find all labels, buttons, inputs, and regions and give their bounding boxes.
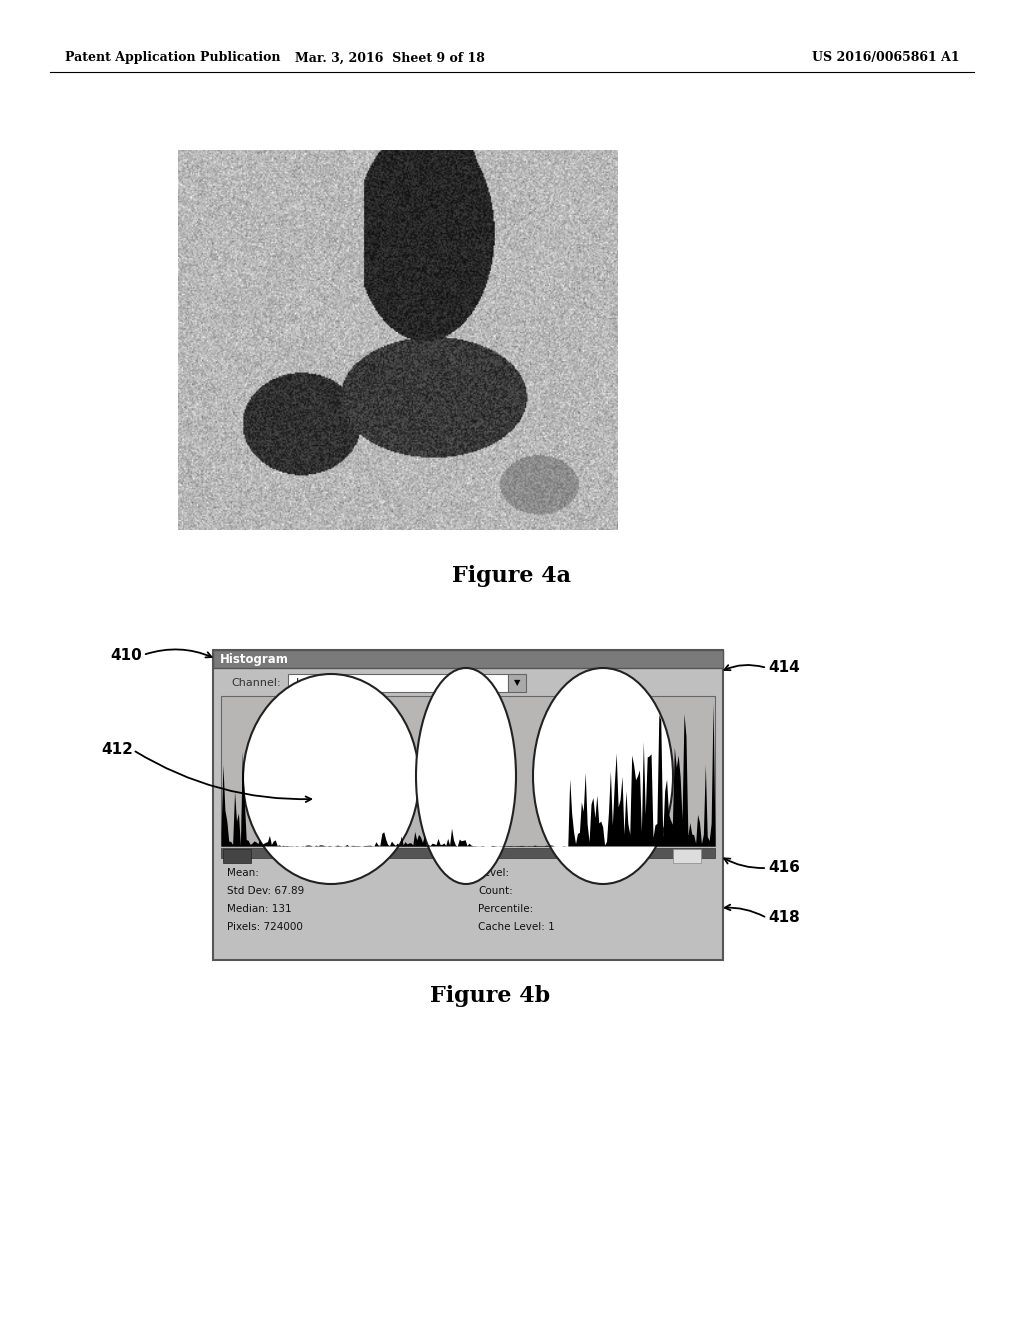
Bar [213, 649, 723, 668]
Bar [288, 675, 508, 692]
Bar [213, 649, 723, 960]
Ellipse shape [416, 668, 516, 884]
Text: 412: 412 [101, 742, 133, 758]
Text: Level:: Level: [478, 869, 509, 878]
Ellipse shape [534, 668, 673, 884]
Text: ▼: ▼ [514, 678, 520, 688]
Text: Median: 131: Median: 131 [227, 904, 292, 913]
Text: Mean:: Mean: [227, 869, 259, 878]
Text: 416: 416 [768, 861, 800, 875]
Text: 410: 410 [111, 648, 142, 663]
Text: US 2016/0065861 A1: US 2016/0065861 A1 [812, 51, 961, 65]
Text: Pixels: 724000: Pixels: 724000 [227, 921, 303, 932]
Text: Patent Application Publication: Patent Application Publication [65, 51, 281, 65]
Bar [508, 675, 526, 692]
Text: 418: 418 [768, 911, 800, 925]
Text: Figure 4a: Figure 4a [453, 565, 571, 587]
Text: Cache Level: 1: Cache Level: 1 [478, 921, 555, 932]
Bar [221, 696, 715, 846]
Text: Histogram: Histogram [220, 652, 289, 665]
Text: Percentile:: Percentile: [478, 904, 534, 913]
Bar [223, 849, 251, 863]
Text: Mar. 3, 2016  Sheet 9 of 18: Mar. 3, 2016 Sheet 9 of 18 [295, 51, 485, 65]
Text: Std Dev: 67.89: Std Dev: 67.89 [227, 886, 304, 896]
Text: Luminosity: Luminosity [296, 678, 357, 688]
Text: Figure 4b: Figure 4b [430, 985, 550, 1007]
Text: 414: 414 [768, 660, 800, 676]
Text: Count:: Count: [478, 886, 513, 896]
Ellipse shape [243, 675, 419, 884]
Bar [673, 849, 701, 863]
Bar [221, 847, 715, 858]
Text: Channel:: Channel: [231, 678, 281, 688]
